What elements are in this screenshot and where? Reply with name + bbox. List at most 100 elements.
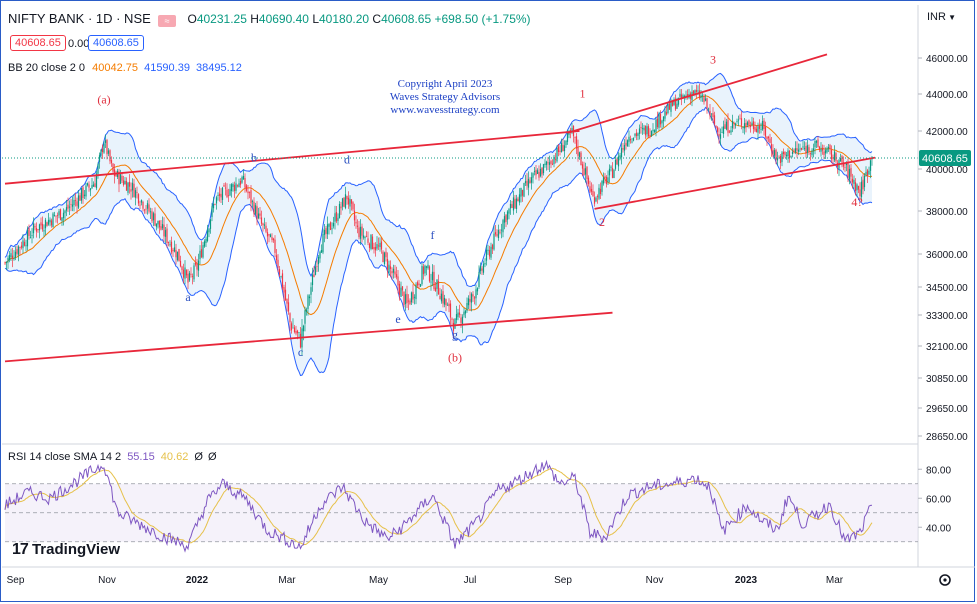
candle-body [124,180,126,185]
settings-gear-icon[interactable] [939,574,951,586]
candle [541,167,543,179]
candle-body [515,198,518,210]
candle-body [260,217,263,224]
candle-body [623,145,626,151]
candle-body [482,263,485,273]
candle [821,144,824,155]
candle [731,114,734,133]
candle [32,217,35,239]
candle-body [247,191,249,194]
candle [478,265,480,289]
candle-body [434,287,437,291]
current-price-tag: 40608.65 [922,153,968,165]
candle-body [865,171,867,175]
candle-body [473,297,476,299]
candle [635,129,638,141]
candle-body [680,94,683,99]
candle [505,213,507,228]
candle [802,140,804,150]
candle [242,169,245,180]
wave-labels: (a) a b c d e f g (b) 1 2 3 4? [97,52,862,364]
candle [532,172,534,184]
candle-body [446,304,449,306]
candle-body [766,136,768,140]
candlesticks[interactable] [4,83,873,356]
sell-price-box[interactable]: 40608.65 [10,35,66,51]
candle-body [854,182,857,192]
candle-body [577,146,579,156]
wave-label: g [452,327,458,341]
candle-body [499,231,501,233]
candle-body [266,232,269,237]
candle-body [403,291,405,305]
candle-body [656,118,659,128]
buy-price-box[interactable]: 40608.65 [88,35,144,51]
candle-body [14,251,17,258]
candle-body [410,292,413,303]
candle [361,223,363,243]
candle-body [226,189,228,198]
candle [421,262,423,286]
candle [736,118,738,124]
candle [835,151,837,164]
candle [812,143,815,158]
price-tick-label: 40000.00 [926,165,968,176]
candle-body [524,181,527,184]
candle [433,265,435,291]
rsi-sma-value: 40.62 [160,451,189,463]
candle [556,145,558,163]
candle-body [866,170,869,176]
candle-body [506,211,509,220]
candle [602,172,605,186]
candle [587,175,590,187]
candle [58,209,60,219]
candle [520,187,522,203]
price-axis[interactable]: 28650.00 29650.00 30850.00 32100.00 33300.00… [918,54,968,443]
candle-body [440,293,443,302]
candle-body [263,224,266,226]
candle [130,182,132,200]
time-axis[interactable]: Sep Nov 2022 Mar May Jul Sep Nov 2023 Mar [7,575,844,586]
candle [371,233,374,250]
candle [376,236,378,251]
candle [76,197,78,214]
candle-body [674,98,677,110]
rsi-indicator-header[interactable]: RSI 14 close SMA 14 2 55.15 40.62 Ø Ø [8,451,217,463]
rsi-axis[interactable]: 40.00 60.00 80.00 [918,465,951,534]
candle [77,190,80,209]
candle-body [851,178,854,183]
candle [295,325,297,336]
candle-body [178,248,180,262]
tradingview-logo[interactable]: 17 TradingView [12,541,120,559]
candle [536,168,539,175]
symbol-title[interactable]: NIFTY BANK · 1D · NSE [8,11,151,26]
candle [679,89,681,100]
currency-label[interactable]: INR ▼ [927,11,956,23]
candle-body [110,160,113,164]
candle [655,117,657,137]
bb-indicator-header[interactable]: BB 20 close 2 0 40042.75 41590.39 38495.… [8,62,242,74]
candle-body [371,236,374,249]
candle-body [634,134,636,136]
candle [479,262,482,275]
candle-body [448,303,450,307]
candle [631,137,633,144]
candle [719,128,722,146]
candle-body [824,150,827,154]
candle-body [215,197,218,204]
candle [727,113,729,137]
candle [143,208,146,214]
candle [37,229,39,233]
candle-body [325,228,327,234]
trendline-lower-channel-2 [594,156,876,210]
candle [49,217,51,227]
symbol-menu-icon[interactable]: ≈ [158,15,177,27]
candle-body [553,156,555,164]
candle [227,188,230,202]
candle [262,222,264,232]
candle [418,279,420,289]
candle-body [712,113,714,118]
candle [403,290,405,308]
candle [815,139,818,149]
